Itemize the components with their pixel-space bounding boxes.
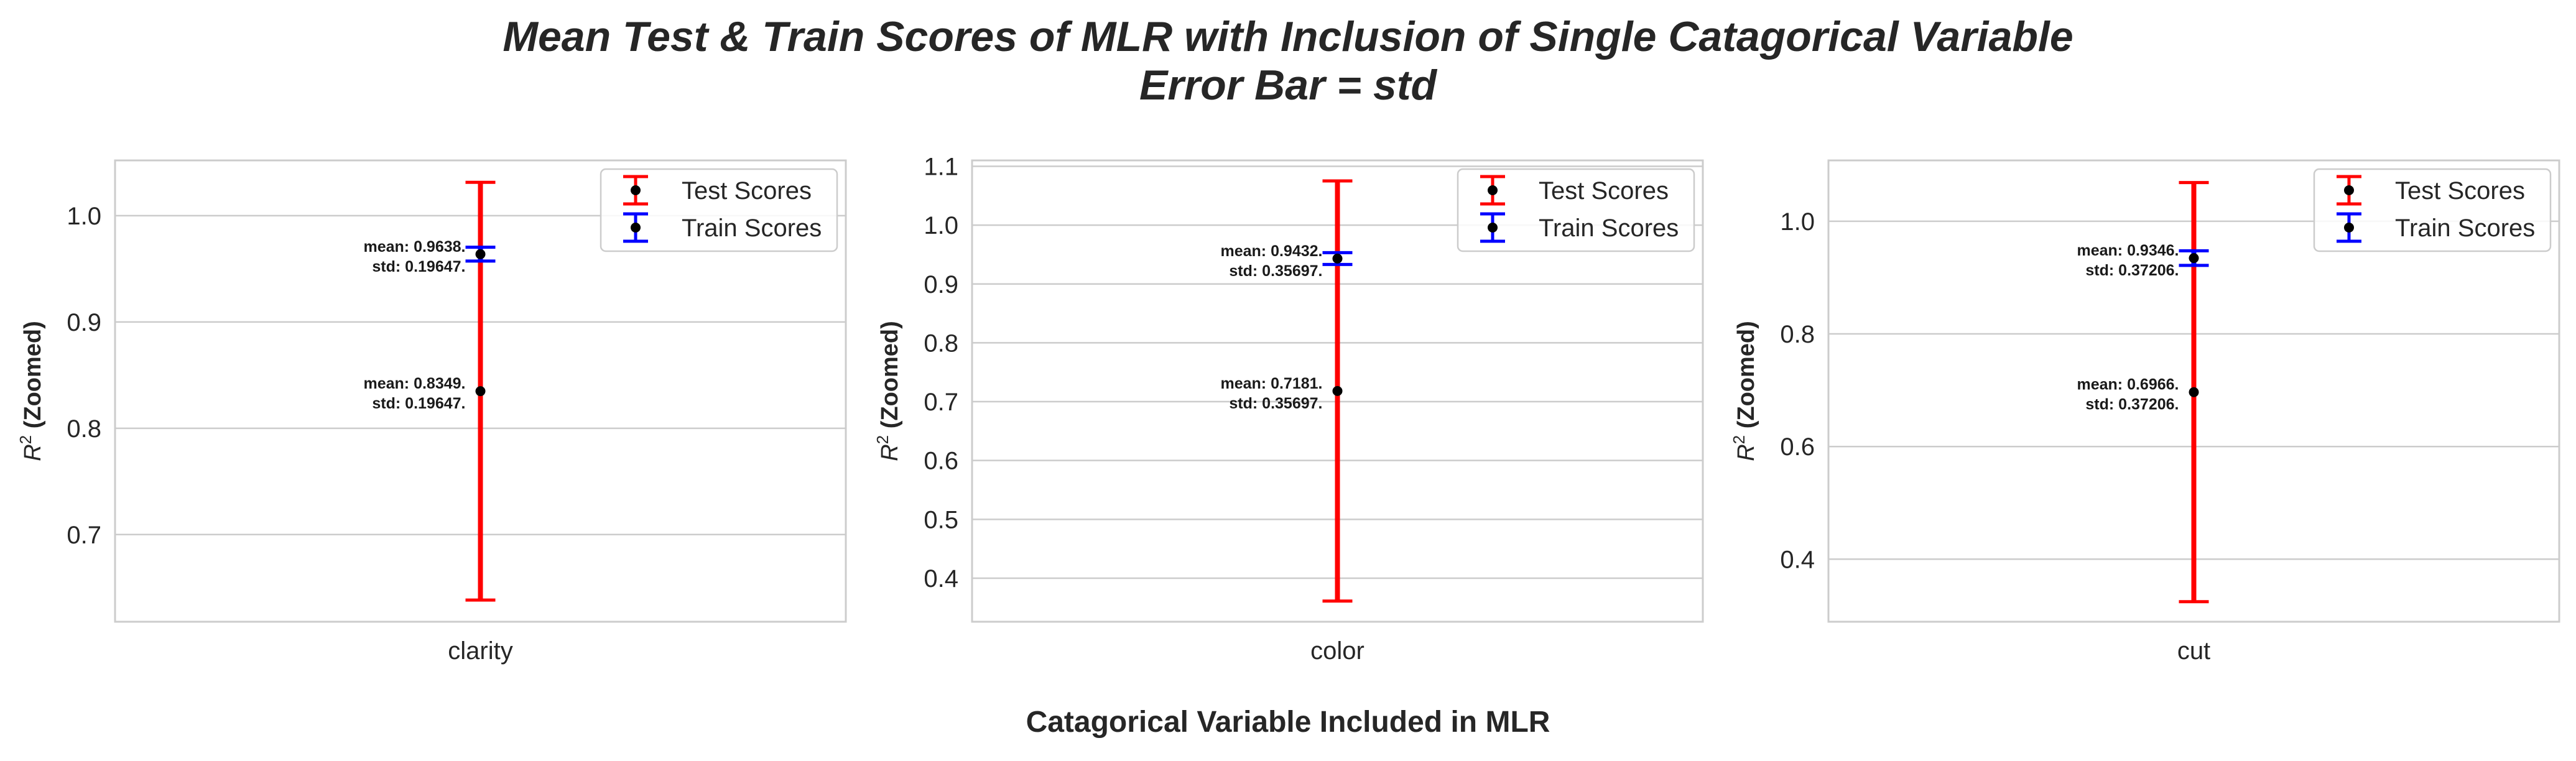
legend-marker-point [631, 185, 641, 195]
y-axis-label: R2 (Zoomed) [1730, 321, 1759, 461]
y-tick-label: 0.7 [67, 522, 101, 549]
legend-entry-train: Train Scores [682, 214, 822, 242]
legend-marker-point [2344, 185, 2354, 195]
test-std-label: std: 0.19647. [372, 395, 465, 412]
test-std-label: std: 0.35697. [1229, 395, 1322, 412]
shared-x-axis-label: Catagorical Variable Included in MLR [1026, 706, 1550, 739]
train-std-label: std: 0.19647. [372, 258, 465, 275]
y-tick-label: 0.6 [924, 448, 958, 475]
y-tick-label: 1.0 [924, 212, 958, 239]
subplot-cut: 0.4 0.6 0.8 1.0 cut R2 (Zoomed) mean: 0.6966. s… [1730, 159, 2560, 665]
subplot-clarity: 0.7 0.8 0.9 1.0 clarity R2 (Zoomed) mean: 0.83… [16, 159, 847, 665]
legend: Test Scores Train Scores [1457, 168, 1695, 252]
train-mean-point [2189, 253, 2199, 264]
y-axis-label: R2 (Zoomed) [16, 321, 46, 461]
legend-entry-test: Test Scores [1539, 177, 1669, 205]
y-tick-label: 0.5 [924, 506, 958, 533]
y-tick-label: 0.8 [1780, 321, 1815, 348]
legend: Test Scores Train Scores [2313, 168, 2552, 252]
x-tick-label-cut: cut [2177, 637, 2210, 665]
test-mean-point [475, 386, 486, 397]
legend-box [600, 168, 838, 252]
legend-entry-test: Test Scores [682, 177, 812, 205]
chart-title: Mean Test & Train Scores of MLR with Inc… [503, 13, 2073, 60]
test-mean-point [2189, 387, 2199, 397]
test-std-label: std: 0.37206. [2085, 396, 2179, 413]
y-tick-label: 0.7 [924, 389, 958, 416]
legend-marker-point [1488, 185, 1498, 195]
y-tick-label: 0.9 [924, 271, 958, 298]
axes-frame [114, 159, 847, 623]
y-tick-label: 0.4 [1780, 546, 1815, 573]
test-mean-label: mean: 0.6966. [2077, 376, 2179, 394]
train-mean-label: mean: 0.9346. [2077, 242, 2179, 259]
legend-entry-test: Test Scores [2395, 177, 2525, 205]
legend-box [1457, 168, 1695, 252]
train-std-label: std: 0.37206. [2085, 262, 2179, 279]
y-tick-label: 0.8 [924, 330, 958, 357]
legend-entry-train: Train Scores [2395, 214, 2535, 242]
train-std-label: std: 0.35697. [1229, 262, 1322, 280]
legend-entry-train: Train Scores [1539, 214, 1679, 242]
legend: Test Scores Train Scores [600, 168, 838, 252]
legend-marker-point [2344, 223, 2354, 233]
train-mean-point [475, 249, 486, 259]
legend-marker-point [631, 223, 641, 233]
y-tick-label: 0.9 [67, 309, 101, 336]
test-mean-label: mean: 0.8349. [364, 375, 466, 392]
y-tick-label: 0.8 [67, 415, 101, 443]
axes-frame [1827, 159, 2560, 623]
y-tick-label: 1.0 [67, 203, 101, 230]
axes-frame [971, 159, 1704, 623]
y-axis-label: R2 (Zoomed) [873, 321, 903, 461]
y-tick-label: 0.4 [924, 565, 958, 593]
train-mean-label: mean: 0.9432. [1221, 242, 1323, 260]
test-mean-point [1332, 385, 1343, 396]
subplot-color: 0.4 0.5 0.6 0.7 0.8 0.9 1.0 1.1 color R2 (Zoomed)… [873, 153, 1704, 665]
y-tick-label: 0.6 [1780, 433, 1815, 461]
y-tick-label: 1.0 [1780, 208, 1815, 236]
legend-marker-point [1488, 223, 1498, 233]
x-tick-label-clarity: clarity [448, 637, 512, 665]
x-tick-label-color: color [1310, 637, 1364, 665]
test-mean-label: mean: 0.7181. [1221, 375, 1323, 392]
train-mean-label: mean: 0.9638. [364, 238, 466, 256]
legend-box [2313, 168, 2552, 252]
y-tick-label: 1.1 [924, 153, 958, 180]
train-mean-point [1332, 253, 1343, 264]
chart-subtitle: Error Bar = std [1139, 62, 1437, 109]
